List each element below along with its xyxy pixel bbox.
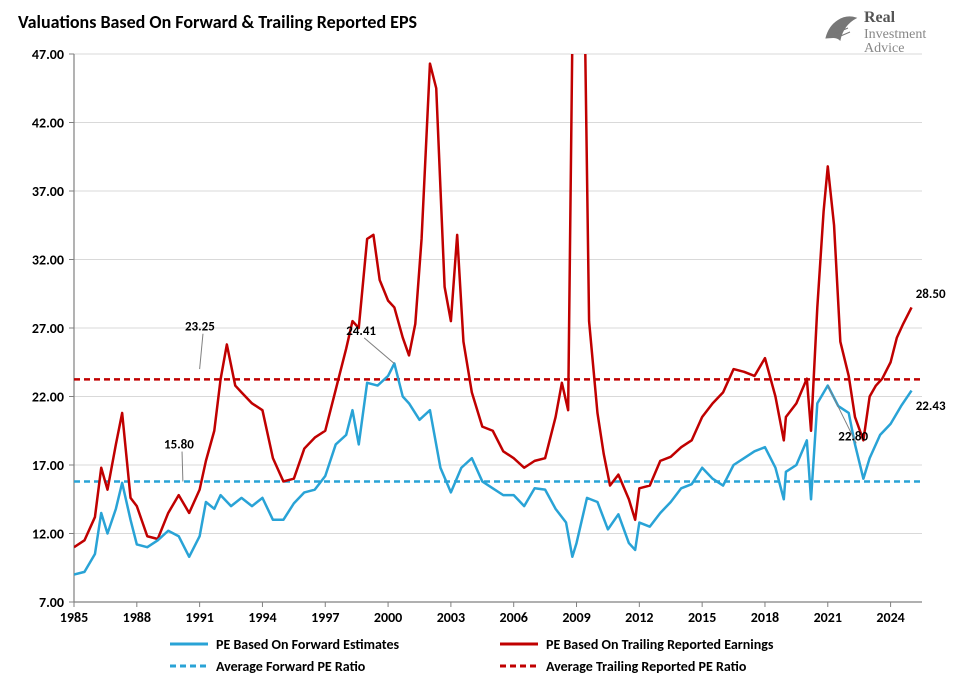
x-tick-label: 2009 (562, 609, 590, 626)
annotation-leader (364, 338, 394, 364)
x-tick-label: 1991 (185, 609, 213, 626)
annotation-label: 24.41 (346, 324, 376, 339)
x-tick-label: 1988 (123, 609, 151, 626)
annotation-leader (182, 452, 183, 482)
y-tick-label: 32.00 (32, 252, 64, 269)
y-tick-label: 42.00 (32, 115, 64, 132)
x-tick-label: 2000 (374, 609, 402, 626)
x-tick-label: 2018 (751, 609, 779, 626)
forward-line (74, 363, 912, 574)
x-tick-label: 2006 (500, 609, 528, 626)
annotation-label: 15.80 (164, 438, 194, 453)
annotation-label: 22.80 (838, 429, 868, 444)
y-tick-label: 22.00 (32, 389, 64, 406)
brand-text-1: Real (864, 9, 896, 26)
x-tick-label: 2003 (437, 609, 465, 626)
legend-trailing-label: PE Based On Trailing Reported Earnings (546, 636, 774, 653)
legend-forward-label: PE Based On Forward Estimates (216, 636, 400, 653)
y-tick-label: 17.00 (32, 457, 64, 474)
annotation-label: 22.43 (916, 399, 946, 414)
legend-avg-trailing-label: Average Trailing Reported PE Ratio (546, 658, 747, 675)
x-tick-label: 2015 (688, 609, 716, 626)
x-tick-label: 1997 (311, 609, 339, 626)
x-tick-label: 2012 (625, 609, 653, 626)
x-tick-label: 1985 (60, 609, 88, 626)
annotation-label: 28.50 (916, 287, 946, 302)
x-tick-label: 1994 (248, 609, 276, 626)
annotation-leader (200, 334, 203, 369)
chart-svg: Valuations Based On Forward & Trailing R… (0, 0, 965, 692)
legend-avg-forward-label: Average Forward PE Ratio (216, 658, 366, 675)
chart-container: Valuations Based On Forward & Trailing R… (0, 0, 965, 692)
chart-title: Valuations Based On Forward & Trailing R… (18, 11, 417, 33)
y-tick-label: 27.00 (32, 320, 64, 337)
y-tick-label: 12.00 (32, 526, 64, 543)
x-tick-label: 2024 (876, 609, 904, 626)
annotation-label: 23.25 (185, 320, 215, 335)
brand-logo (826, 17, 856, 40)
y-tick-label: 37.00 (32, 183, 64, 200)
x-tick-label: 2021 (814, 609, 842, 626)
y-tick-label: 47.00 (32, 46, 64, 63)
brand-text-2: Investment (864, 27, 926, 42)
